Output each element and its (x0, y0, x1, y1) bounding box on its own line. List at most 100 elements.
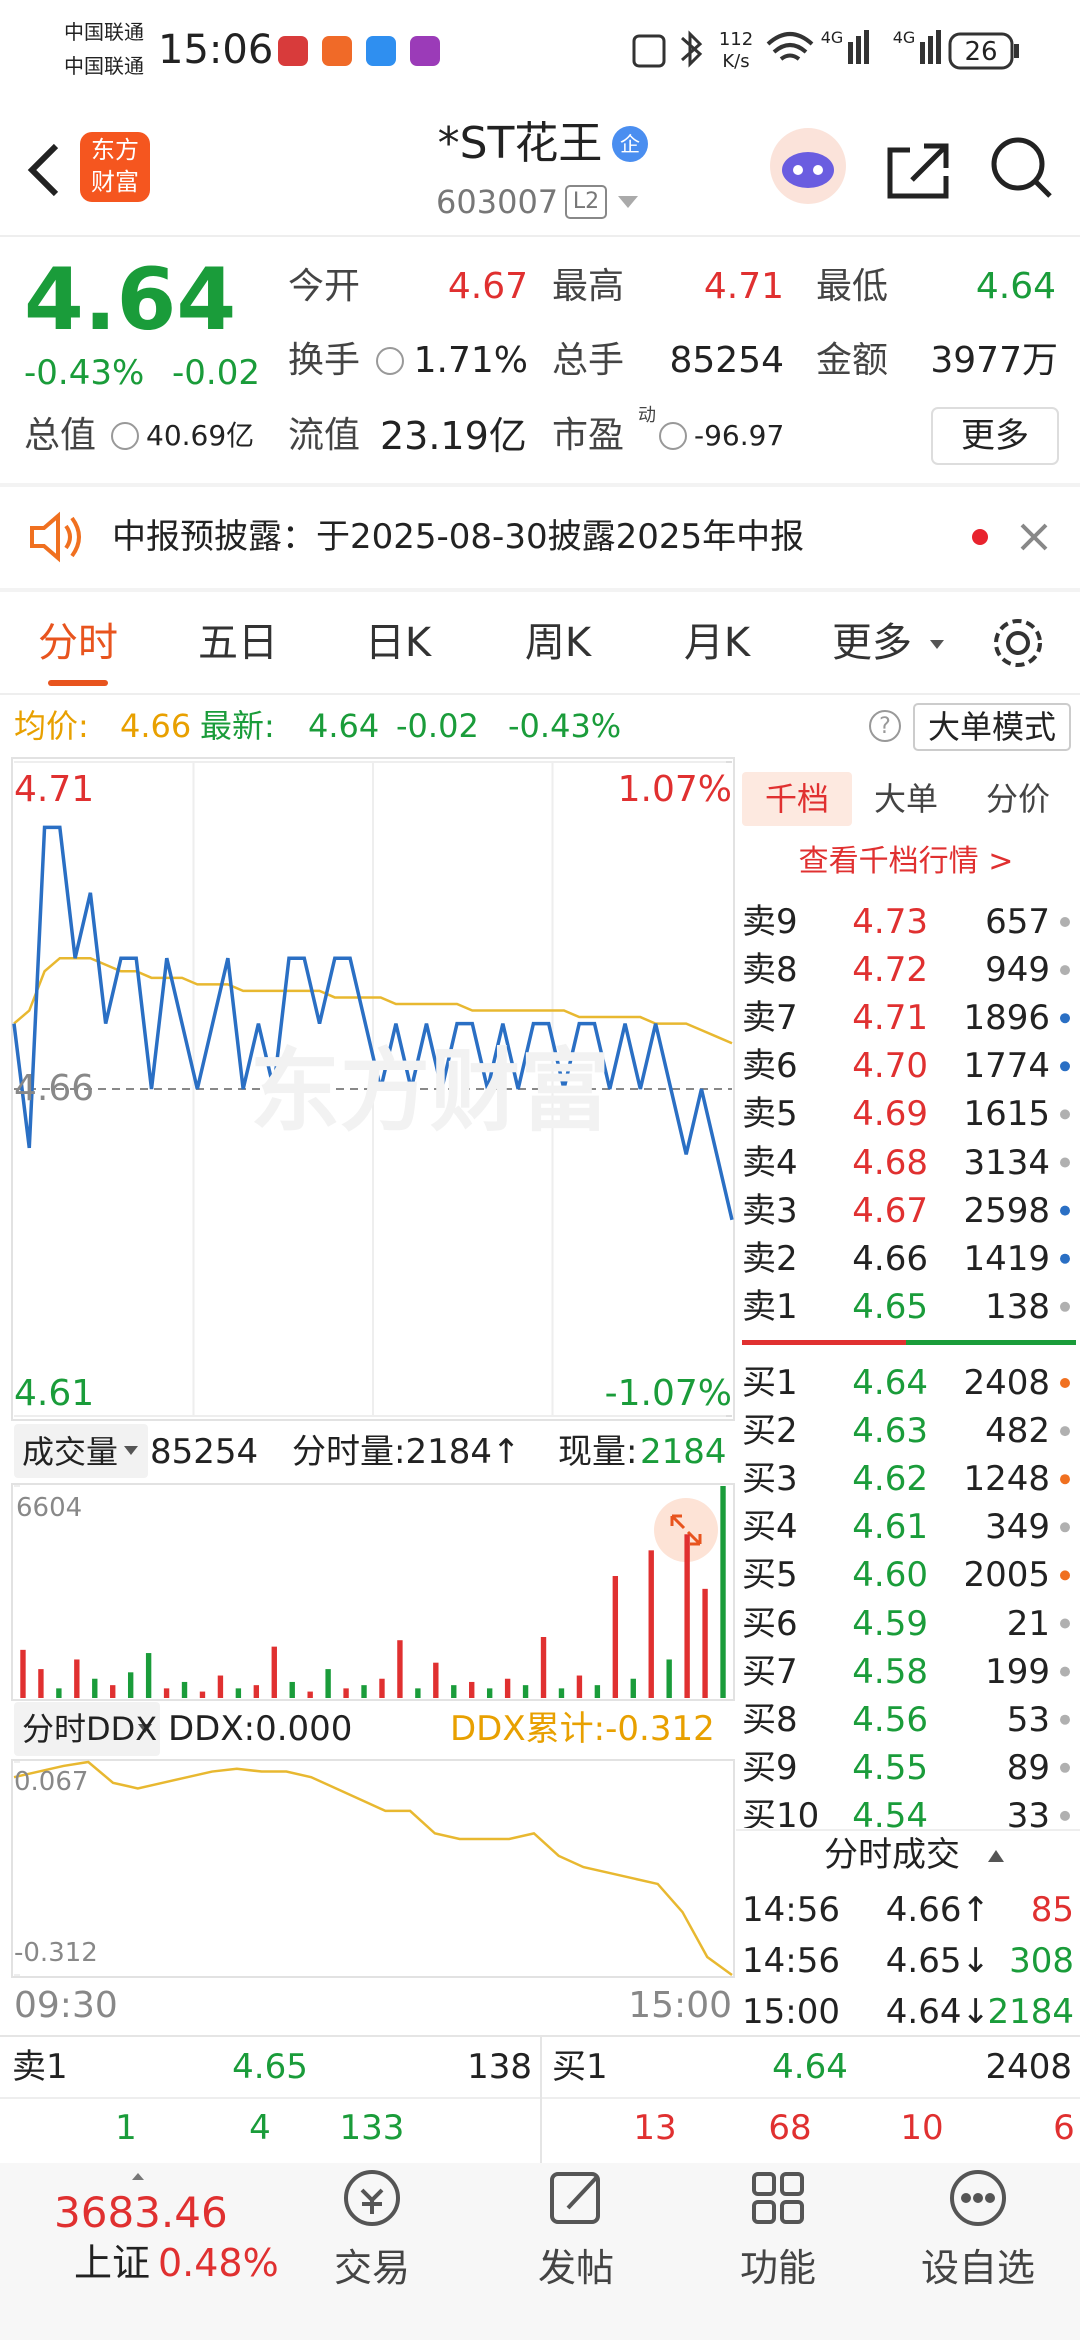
tab[interactable]: 分时 (38, 620, 118, 666)
index-caret (132, 2173, 144, 2180)
selector-bg[interactable] (14, 1702, 160, 1756)
field-label: 流值 (288, 415, 361, 456)
search-icon[interactable] (991, 137, 1052, 198)
summary-count: 4 (249, 2108, 271, 2148)
volume-bar (504, 1678, 511, 1698)
field-label: 总手 (552, 340, 625, 381)
trade-price: 4.64↓ (885, 1992, 990, 2032)
volume-bar (684, 1534, 690, 1698)
book-volume: 53 (1006, 1699, 1050, 1740)
volume-bar (379, 1678, 385, 1698)
book-price: 4.55 (852, 1747, 928, 1788)
book-price: 4.58 (852, 1651, 928, 1692)
volume-bar (181, 1681, 188, 1698)
trade-volume: 85 (1030, 1890, 1074, 1930)
nav-item[interactable]: 发帖 (537, 2246, 615, 2290)
clock: 15:06 (158, 27, 274, 73)
book-price: 4.56 (852, 1699, 928, 1740)
book-tab[interactable]: 分价 (985, 780, 1051, 818)
nav-icons (344, 2170, 1006, 2226)
book-price: 4.63 (852, 1411, 928, 1452)
book-dot (1060, 1666, 1070, 1677)
book-volume: 138 (985, 1286, 1050, 1327)
tab[interactable]: 更多 (832, 620, 912, 666)
book-price: 4.67 (852, 1190, 928, 1231)
book-dot (1060, 965, 1070, 976)
info-icons (111, 347, 687, 450)
ddx-selector[interactable]: 分时DDX (22, 1710, 158, 1748)
summary-price: 4.64 (772, 2047, 848, 2087)
tab[interactable]: 月K (683, 620, 751, 666)
book-dot (1060, 1570, 1070, 1581)
volume-bar (630, 1678, 636, 1698)
book-dot (1060, 1157, 1070, 1168)
book-volume: 482 (985, 1411, 1050, 1452)
book-label: 买7 (742, 1651, 798, 1692)
help[interactable]: ? (879, 714, 891, 739)
settings-icon[interactable] (994, 619, 1042, 667)
book-volume: 949 (985, 950, 1050, 991)
watermark: 东方财富 (250, 1039, 610, 1144)
logo (80, 132, 150, 202)
volume-bar (397, 1640, 403, 1698)
period-volume: 分时量:2184↑ (292, 1432, 521, 1472)
book-dot (1060, 1109, 1070, 1120)
book-label: 买9 (742, 1747, 798, 1788)
volume-bar (451, 1685, 457, 1698)
volume-selector[interactable]: 成交量 (22, 1433, 119, 1471)
tab[interactable]: 周K (524, 620, 592, 666)
stock-title: *ST花王 (437, 118, 603, 169)
status-icons (278, 30, 1019, 70)
book-price: 4.54 (852, 1795, 928, 1828)
expand-icon[interactable] (654, 1498, 718, 1562)
summary-label: 买1 (552, 2047, 608, 2087)
carrier: 中国联通 (64, 20, 144, 44)
book-price: 4.62 (852, 1459, 928, 1500)
nav-item[interactable]: 交易 (333, 2246, 411, 2290)
book-price: 4.66 (852, 1238, 928, 1279)
y2-tick-label: 1.07% (617, 769, 732, 810)
trade-time: 14:56 (742, 1941, 840, 1981)
tab[interactable]: 五日 (198, 620, 278, 666)
index-name[interactable]: 上证 (74, 2241, 151, 2285)
more-button[interactable] (931, 407, 1059, 465)
summary-count: 6 (1053, 2108, 1075, 2148)
mode-button[interactable] (913, 703, 1071, 751)
share-icon[interactable] (887, 143, 949, 199)
close-icon[interactable] (1020, 523, 1048, 551)
change: -0.02 (172, 353, 260, 393)
selector-bg[interactable] (14, 1424, 148, 1478)
tab[interactable]: 日K (364, 620, 432, 666)
book-dot (1060, 917, 1070, 927)
book-price: 4.60 (852, 1555, 928, 1596)
book-volume: 2598 (963, 1190, 1050, 1231)
nav-item[interactable]: 功能 (739, 2246, 817, 2290)
logo-text: 财富 (91, 168, 139, 196)
divider (0, 588, 1080, 592)
index-value[interactable]: 3683.46 (54, 2188, 228, 2237)
nav-item[interactable]: 设自选 (920, 2246, 1036, 2290)
latest-value: 4.64 (308, 707, 380, 745)
mode-button[interactable]: 大单模式 (927, 708, 1057, 746)
more-button[interactable]: 更多 (961, 416, 1029, 456)
book-label: 买2 (742, 1411, 798, 1452)
ddx-value: DDX:0.000 (168, 1709, 353, 1749)
book-tab[interactable]: 千档 (764, 780, 830, 818)
index-change[interactable]: 0.48% (158, 2241, 279, 2285)
book-tab[interactable]: 大单 (873, 780, 939, 818)
book-label: 卖5 (742, 1094, 798, 1135)
badge-bg (612, 126, 648, 162)
trade-volume: 2184 (987, 1992, 1074, 2032)
volume-bar (361, 1685, 367, 1698)
help-circle[interactable] (869, 710, 901, 742)
book-volume: 1615 (963, 1094, 1050, 1135)
field-value: 4.71 (703, 266, 784, 307)
book-price: 4.69 (852, 1094, 928, 1135)
back-icon[interactable] (27, 143, 59, 197)
code-caret (618, 196, 638, 208)
book-volume: 1248 (963, 1459, 1050, 1500)
assistant-icon[interactable] (770, 128, 846, 204)
book-link[interactable]: 查看千档行情 > (798, 844, 1014, 879)
current-volume-label: 现量: (558, 1432, 638, 1472)
